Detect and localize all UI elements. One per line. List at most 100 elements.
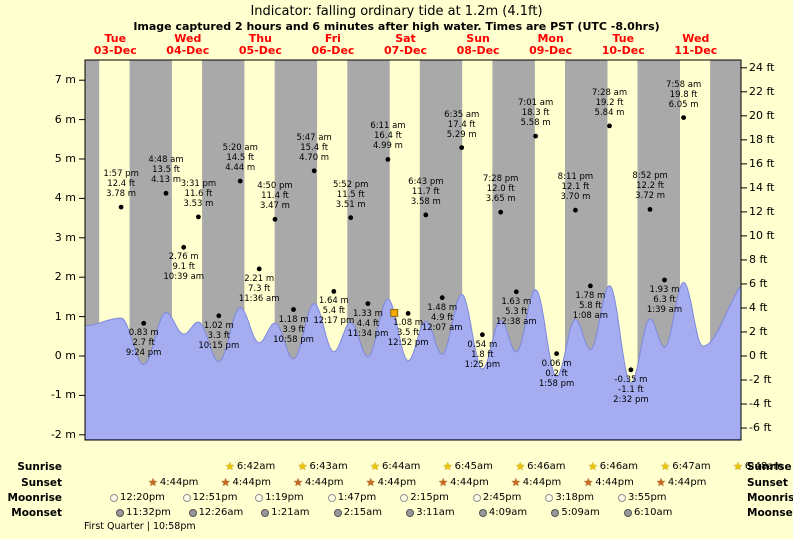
moonset-circle-icon (478, 508, 487, 517)
tide-annotation-low: 0.83 m 2.7 ft 9:24 pm (114, 328, 174, 358)
tide-extreme-dot (681, 115, 686, 120)
tide-annotation-line: 1.02 m (203, 320, 234, 331)
day-label-date: 03-Dec (93, 44, 137, 57)
day-label: Tue 03-Dec (80, 33, 150, 57)
tide-annotation-line: 4.70 m (299, 152, 330, 163)
sunrise-time: 6:45am (454, 461, 493, 472)
sunrise-entry: ★ 6:46am (515, 461, 565, 473)
tide-annotation-low: 0.06 m 0.2 ft 1:58 pm (527, 359, 587, 389)
sunrise-time: 6:48am (744, 461, 784, 472)
tide-annotation-line: 7.3 ft (247, 283, 271, 294)
tide-annotation-line: 2:32 pm (613, 394, 649, 405)
sunset-star-icon: ★ (220, 475, 231, 489)
tide-annotation-line: 12:07 am (421, 322, 463, 333)
sunrise-entry: ★ 6:46am (588, 461, 638, 473)
moonset-entry: 12:26am (188, 507, 243, 518)
moonrise-entry: 12:51pm (182, 492, 238, 503)
tide-annotation-line: 5:47 am (296, 132, 332, 143)
tide-extreme-dot (181, 244, 187, 250)
tide-extreme-dot (607, 123, 612, 129)
moonrise-time: 12:51pm (192, 492, 238, 503)
tide-extreme-dot (118, 204, 124, 210)
moonset-entry: 4:09am (478, 507, 527, 518)
tide-annotation-line: 6:43 pm (408, 176, 444, 187)
sunrise-star-icon: ★ (442, 459, 453, 473)
tide-annotation-line: 18.3 ft (521, 108, 550, 119)
moonrise-time: 3:55pm (627, 492, 667, 503)
moonrise-entry: 1:19pm (255, 492, 304, 503)
tide-annotation-high: 3:31 pm 11.6 ft 3.53 m (168, 179, 228, 209)
sunrise-entry: ★ 6:43am (298, 461, 348, 473)
tide-annotation-line: 3.51 m (335, 199, 366, 210)
day-label-dow: Fri (324, 32, 341, 45)
tide-extreme-dot (405, 311, 411, 316)
day-label: Wed 04-Dec (153, 33, 223, 57)
sunset-row-label-right: Sunset (747, 477, 788, 489)
tide-extreme-dot (662, 277, 667, 283)
tide-extreme-dot (291, 307, 296, 312)
day-label-dow: Thu (248, 32, 272, 45)
tide-extreme-dot (256, 266, 262, 272)
y-axis-label-left: 2 m (54, 270, 76, 284)
moonrise-entry: 3:55pm (617, 492, 667, 503)
tide-annotation-line: 6.3 ft (653, 294, 676, 305)
sunrise-time: 6:44am (382, 461, 421, 472)
tide-extreme-dot (533, 133, 538, 139)
sunset-time: 4:44pm (232, 477, 271, 488)
tide-annotation-line: 5.8 ft (579, 300, 602, 311)
tide-annotation-low: 2.76 m 9.1 ft 10:39 am (154, 252, 214, 282)
tide-annotation-high: 7:58 am 19.8 ft 6.05 m (654, 80, 714, 110)
day-label-date: 04-Dec (166, 44, 210, 57)
sunset-time: 4:44pm (377, 477, 417, 488)
sunset-entry: ★ 4:44pm (148, 475, 198, 489)
moonset-entry: 3:11am (406, 507, 455, 518)
moonset-entry: 6:10am (623, 507, 672, 518)
y-axis-label-right: 10 ft (749, 228, 775, 242)
tide-annotation-line: 1.78 m (575, 290, 606, 301)
moonset-circle-icon (623, 508, 632, 517)
tide-extreme-dot (480, 332, 485, 338)
day-label-date: 08-Dec (456, 44, 500, 57)
tide-annotation-line: 3.9 ft (282, 324, 305, 335)
day-label-date: 09-Dec (529, 44, 573, 57)
tide-extreme-dot (163, 190, 169, 196)
tide-annotation-line: 3.65 m (485, 194, 516, 205)
sunrise-row-label-right: Sunrise (747, 461, 792, 473)
tide-annotation-line: 6:11 am (370, 121, 406, 132)
day-label-dow: Sat (395, 32, 416, 45)
sunset-star-icon: ★ (148, 475, 158, 489)
tide-curve (84, 281, 742, 440)
y-axis-label-right: -4 ft (749, 397, 772, 411)
y-axis-label-right: 12 ft (749, 204, 775, 218)
tide-annotation-line: 9.1 ft (172, 262, 195, 273)
tide-annotation-line: 3.58 m (410, 196, 441, 207)
moonset-circle-icon (333, 508, 342, 517)
tide-extreme-dot (237, 178, 243, 184)
tide-annotation-high: 7:28 am 19.2 ft 5.84 m (580, 88, 640, 118)
moonrise-time: 2:15pm (410, 492, 449, 503)
tide-annotation-line: 6.05 m (668, 99, 699, 110)
tide-annotation-line: 5.3 ft (505, 306, 528, 317)
tide-annotation-line: 13.5 ft (152, 165, 180, 176)
day-label: Mon 09-Dec (516, 33, 586, 57)
tide-annotation-line: 12:52 pm (387, 338, 429, 349)
sunrise-entry: ★ 6:48am (733, 461, 784, 473)
y-axis-label-left: 3 m (54, 230, 76, 244)
day-label-dow: Wed (682, 32, 710, 45)
y-axis-label-left: -2 m (50, 427, 76, 441)
tide-annotation-line: 4:48 am (148, 155, 184, 166)
tide-annotation-line: 12:38 am (495, 316, 537, 327)
moonrise-entry: 3:18pm (545, 492, 594, 503)
tide-annotation-line: 3.47 m (260, 201, 290, 212)
tide-annotation-high: 6:35 am 17.4 ft 5.29 m (432, 110, 492, 140)
moonset-entry: 11:32pm (116, 507, 171, 518)
tide-annotation-line: 7:01 am (517, 98, 554, 109)
tide-extreme-dot (423, 212, 429, 218)
tide-annotation-line: 11:36 am (238, 293, 280, 304)
sunrise-row-label-left: Sunrise (17, 461, 62, 473)
y-axis-label-right: 4 ft (749, 300, 768, 314)
sunrise-entry: ★ 6:45am (442, 459, 493, 473)
tide-annotation-line: 12:17 pm (313, 316, 355, 327)
tide-extreme-dot (498, 209, 504, 215)
